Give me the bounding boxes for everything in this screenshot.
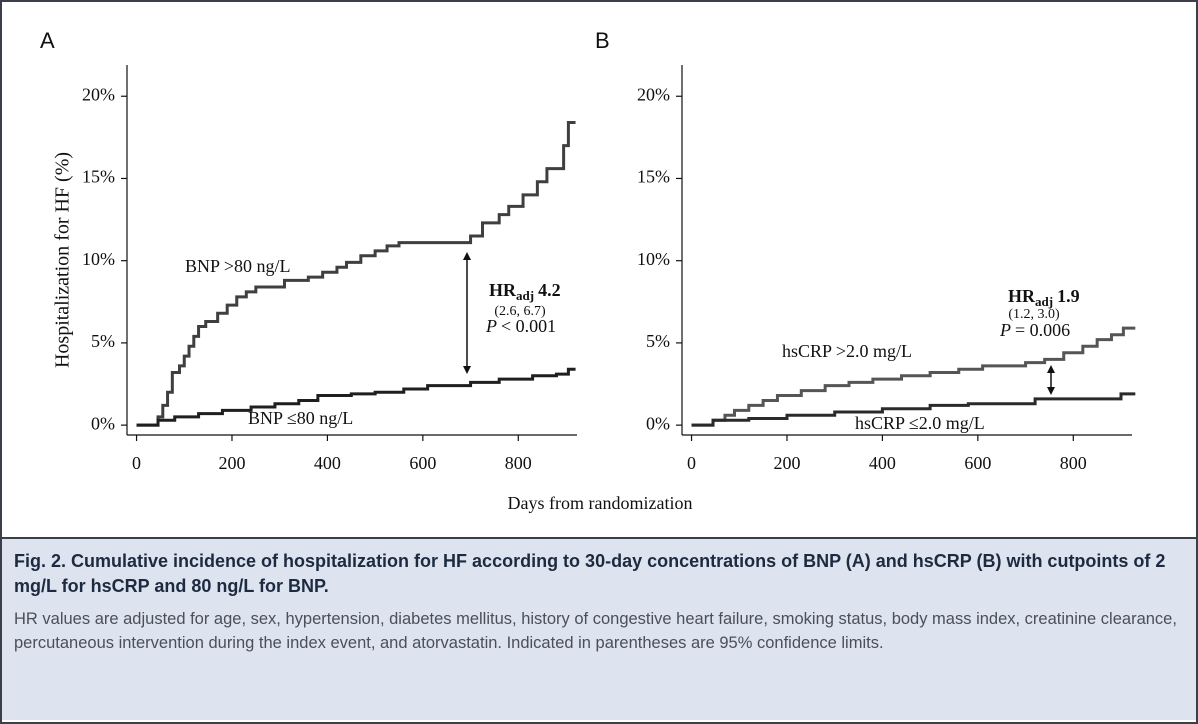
panel-label: A — [40, 28, 55, 53]
y-tick-label: 10% — [82, 249, 115, 269]
series-line — [691, 392, 1136, 427]
series-label: hsCRP >2.0 mg/L — [782, 341, 912, 361]
hr-value: 1.9 — [1057, 286, 1080, 306]
hr-value: 4.2 — [538, 280, 561, 300]
hr-subscript: adj — [516, 288, 534, 303]
p-text: = 0.006 — [1015, 320, 1070, 340]
y-tick-label: 0% — [646, 413, 670, 433]
p-label: P — [485, 316, 497, 336]
p-text: < 0.001 — [501, 316, 556, 336]
y-tick-label: 0% — [91, 413, 115, 433]
x-tick-label: 400 — [869, 453, 896, 473]
chart-area: Days from randomization A 0% 5% 10% 15% 20% 0 2… — [40, 28, 1136, 513]
y-tick-label: 5% — [646, 331, 670, 351]
series-line — [136, 367, 576, 427]
y-tick-label: 10% — [637, 249, 670, 269]
series-line — [136, 121, 576, 427]
confidence-interval: (1.2, 3.0) — [1008, 307, 1060, 322]
x-tick-label: 200 — [218, 453, 245, 473]
series-label: BNP ≤80 ng/L — [248, 408, 353, 428]
confidence-interval: (2.6, 6.7) — [494, 304, 546, 319]
series-label: BNP >80 ng/L — [185, 256, 291, 276]
x-tick-label: 0 — [132, 453, 141, 473]
x-tick-label: 600 — [409, 453, 436, 473]
y-axis-title: Hospitalization for HF (%) — [52, 152, 74, 368]
x-tick-label: 400 — [314, 453, 341, 473]
x-axis-title: Days from randomization — [508, 493, 693, 513]
y-tick-label: 20% — [82, 84, 115, 104]
hr-annotation: HRadj 1.9 — [1008, 286, 1080, 309]
hr-annotation: HRadj 4.2 — [489, 280, 561, 303]
panel-label: B — [595, 28, 610, 53]
x-tick-label: 600 — [964, 453, 991, 473]
x-tick-label: 200 — [773, 453, 800, 473]
caption: Fig. 2. Cumulative incidence of hospital… — [2, 537, 1196, 720]
p-value: P < 0.001 — [485, 316, 556, 336]
x-tick-label: 800 — [505, 453, 532, 473]
caption-body: HR values are adjusted for age, sex, hyp… — [14, 610, 1177, 652]
series-line — [691, 326, 1136, 427]
y-tick-label: 5% — [91, 331, 115, 351]
p-value: P = 0.006 — [999, 320, 1070, 340]
hr-label: HR — [1008, 286, 1036, 306]
y-tick-label: 15% — [82, 167, 115, 187]
p-label: P — [999, 320, 1011, 340]
y-tick-label: 20% — [637, 84, 670, 104]
hr-label: HR — [489, 280, 517, 300]
x-tick-label: 0 — [687, 453, 696, 473]
caption-title: Fig. 2. Cumulative incidence of hospital… — [14, 551, 1166, 596]
hr-subscript: adj — [1035, 294, 1053, 309]
y-tick-label: 15% — [637, 167, 670, 187]
series-label: hsCRP ≤2.0 mg/L — [855, 413, 985, 433]
x-tick-label: 800 — [1060, 453, 1087, 473]
